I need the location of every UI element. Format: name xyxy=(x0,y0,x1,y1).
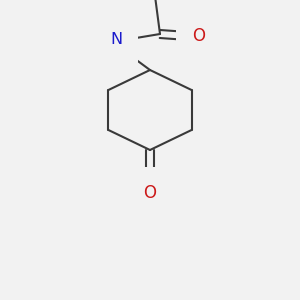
Text: O: O xyxy=(143,184,157,202)
Text: O: O xyxy=(193,27,206,45)
Text: N: N xyxy=(110,32,122,47)
Text: H: H xyxy=(96,28,108,44)
